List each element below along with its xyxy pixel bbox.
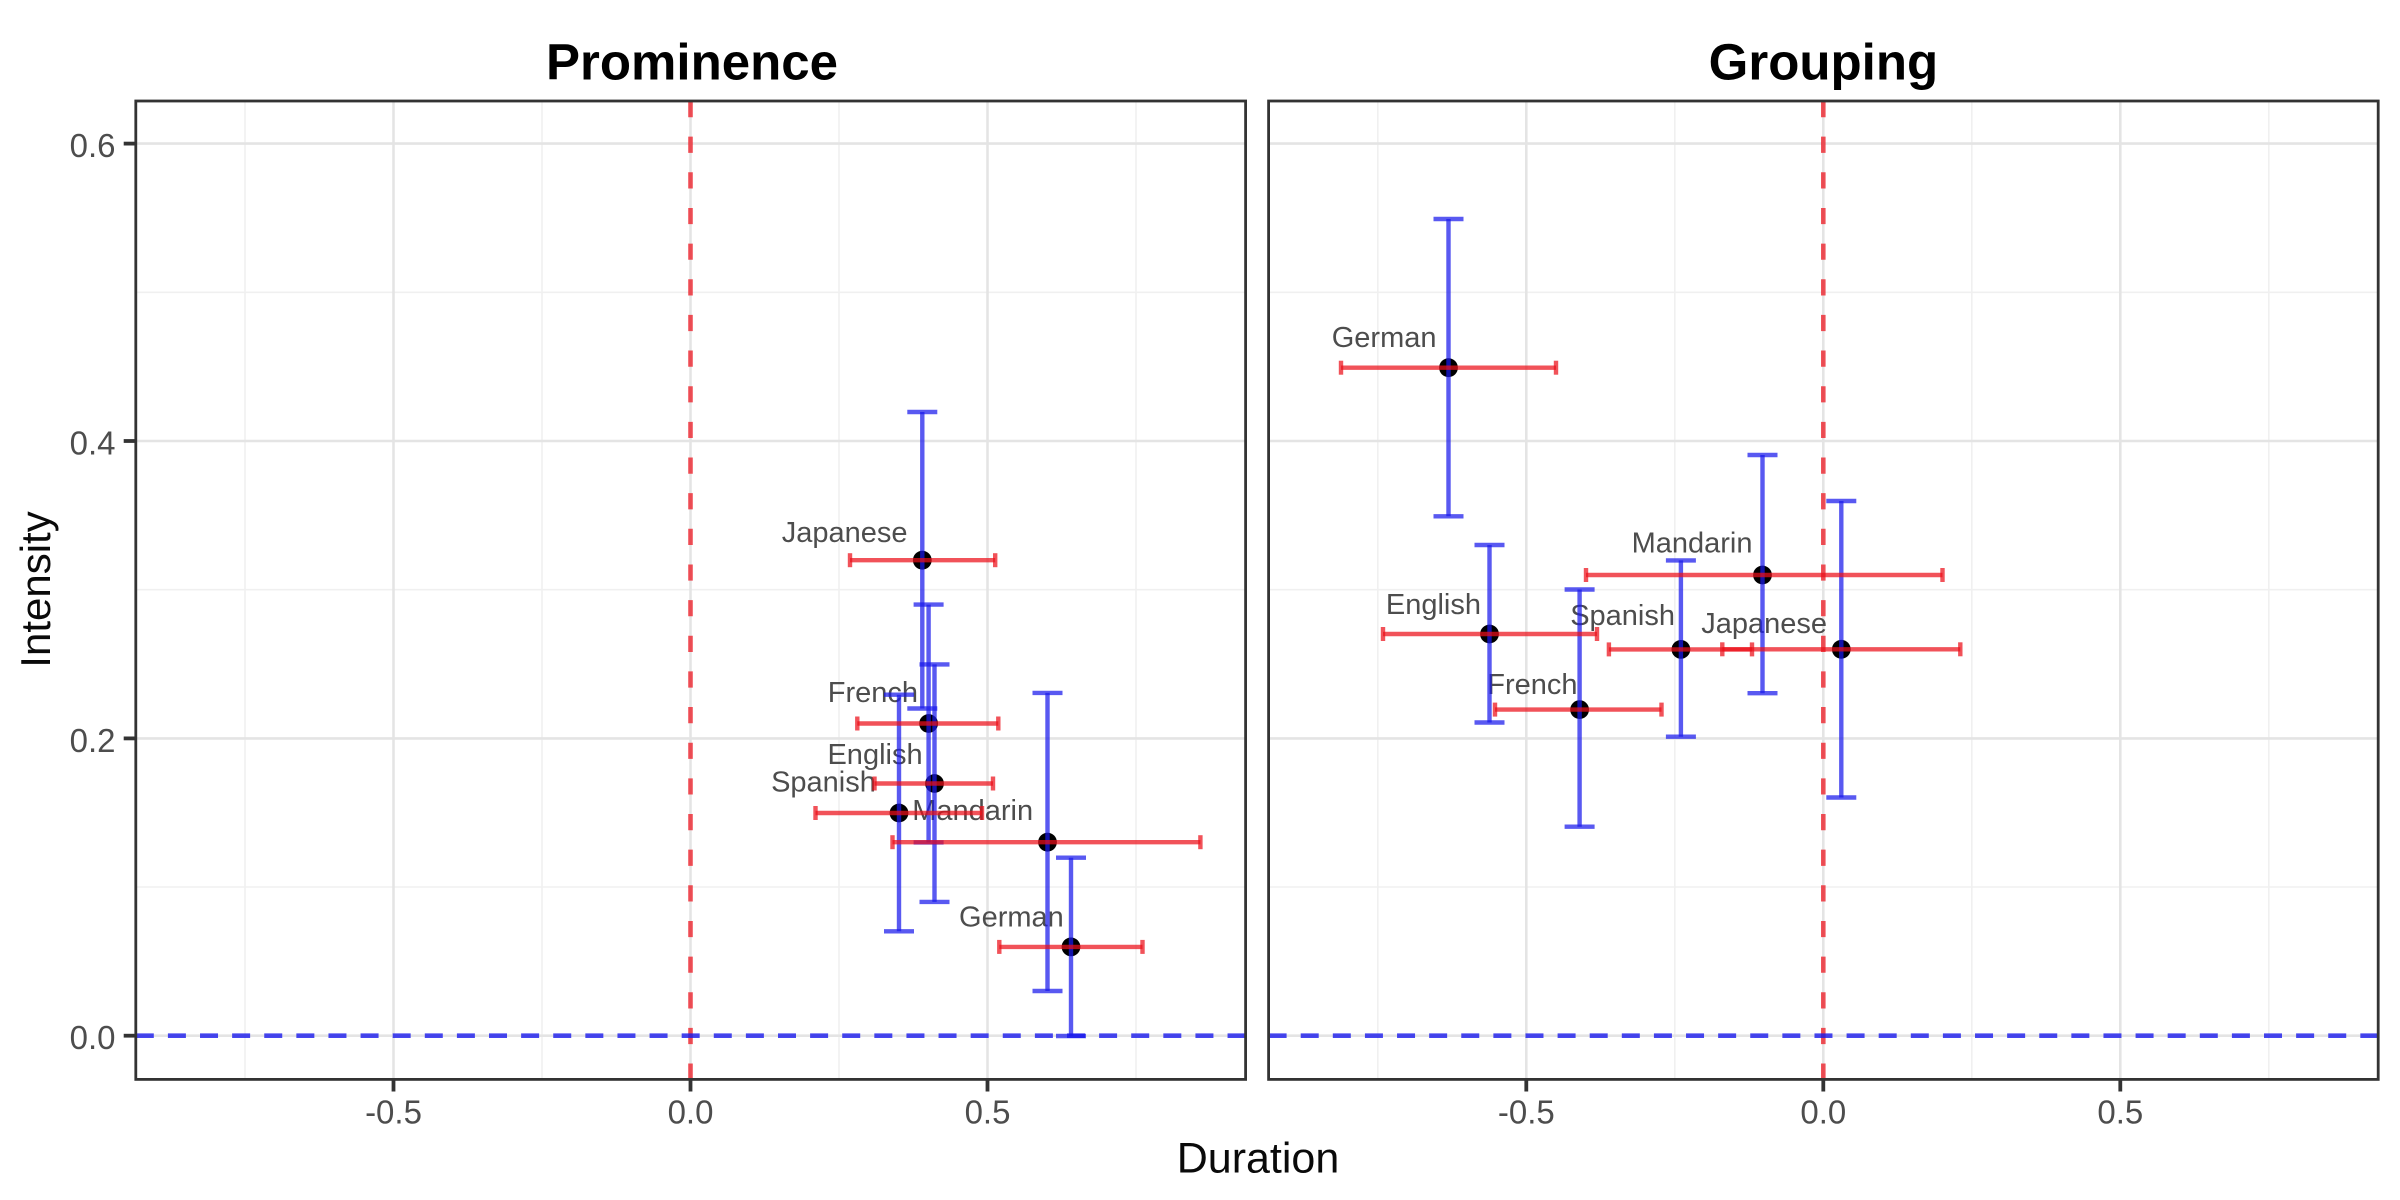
svg-text:-0.5: -0.5 — [1498, 1094, 1555, 1131]
svg-text:0.5: 0.5 — [2097, 1094, 2143, 1131]
svg-text:Grouping: Grouping — [1709, 34, 1938, 91]
svg-text:0.5: 0.5 — [965, 1094, 1011, 1131]
svg-text:English: English — [1386, 589, 1481, 621]
svg-text:Duration: Duration — [1177, 1134, 1340, 1182]
svg-text:0.4: 0.4 — [70, 425, 116, 462]
svg-text:Spanish: Spanish — [771, 767, 876, 799]
svg-text:Prominence: Prominence — [546, 34, 838, 91]
svg-text:German: German — [1332, 322, 1437, 354]
svg-text:Spanish: Spanish — [1570, 600, 1675, 632]
svg-text:0.2: 0.2 — [70, 722, 116, 759]
svg-text:0.0: 0.0 — [668, 1094, 714, 1131]
svg-text:-0.5: -0.5 — [365, 1094, 422, 1131]
svg-text:0.0: 0.0 — [1800, 1094, 1846, 1131]
svg-text:0.6: 0.6 — [70, 127, 116, 164]
svg-text:English: English — [827, 739, 922, 771]
svg-text:Intensity: Intensity — [12, 511, 59, 667]
svg-text:French: French — [1487, 669, 1577, 701]
svg-text:Japanese: Japanese — [782, 517, 908, 549]
svg-text:0.0: 0.0 — [70, 1019, 116, 1056]
svg-text:Mandarin: Mandarin — [1632, 528, 1753, 560]
